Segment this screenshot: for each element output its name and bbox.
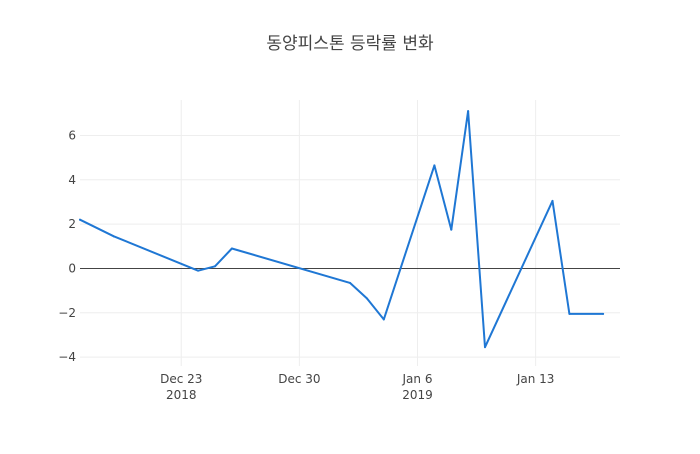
data-point (467, 110, 470, 113)
y-tick-label: 0 (68, 261, 76, 275)
data-point (382, 318, 385, 321)
x-axis: Dec 23 2018 Dec 30 Jan 6 2019 Jan 13 (160, 372, 554, 402)
y-tick-label: 2 (68, 217, 76, 231)
data-point (365, 297, 368, 300)
grid-lines (80, 100, 620, 366)
series-group (79, 110, 605, 349)
x-tick-label: Jan 6 (402, 372, 433, 386)
y-tick-label: −4 (58, 350, 76, 364)
x-tick-year-label: 2019 (402, 388, 433, 402)
data-point (433, 164, 436, 167)
series-line (79, 110, 605, 349)
x-tick-label: Dec 23 (160, 372, 202, 386)
y-axis: −4 −2 0 2 4 6 (58, 128, 76, 364)
data-point (568, 312, 571, 315)
x-tick-label: Jan 13 (516, 372, 555, 386)
x-tick-label: Dec 30 (278, 372, 320, 386)
y-tick-label: −2 (58, 306, 76, 320)
chart-title: 동양피스톤 등락률 변화 (266, 34, 434, 54)
y-tick-label: 4 (68, 173, 76, 187)
data-point (214, 265, 216, 268)
data-point (450, 228, 453, 231)
data-point (349, 281, 351, 284)
data-point (551, 199, 554, 202)
y-tick-label: 6 (68, 128, 76, 142)
data-point (230, 247, 233, 250)
x-tick-year-label: 2018 (166, 388, 197, 402)
data-point (602, 312, 605, 315)
data-point (79, 218, 81, 221)
data-point (484, 346, 486, 349)
data-point (112, 235, 115, 238)
data-point (197, 269, 200, 272)
